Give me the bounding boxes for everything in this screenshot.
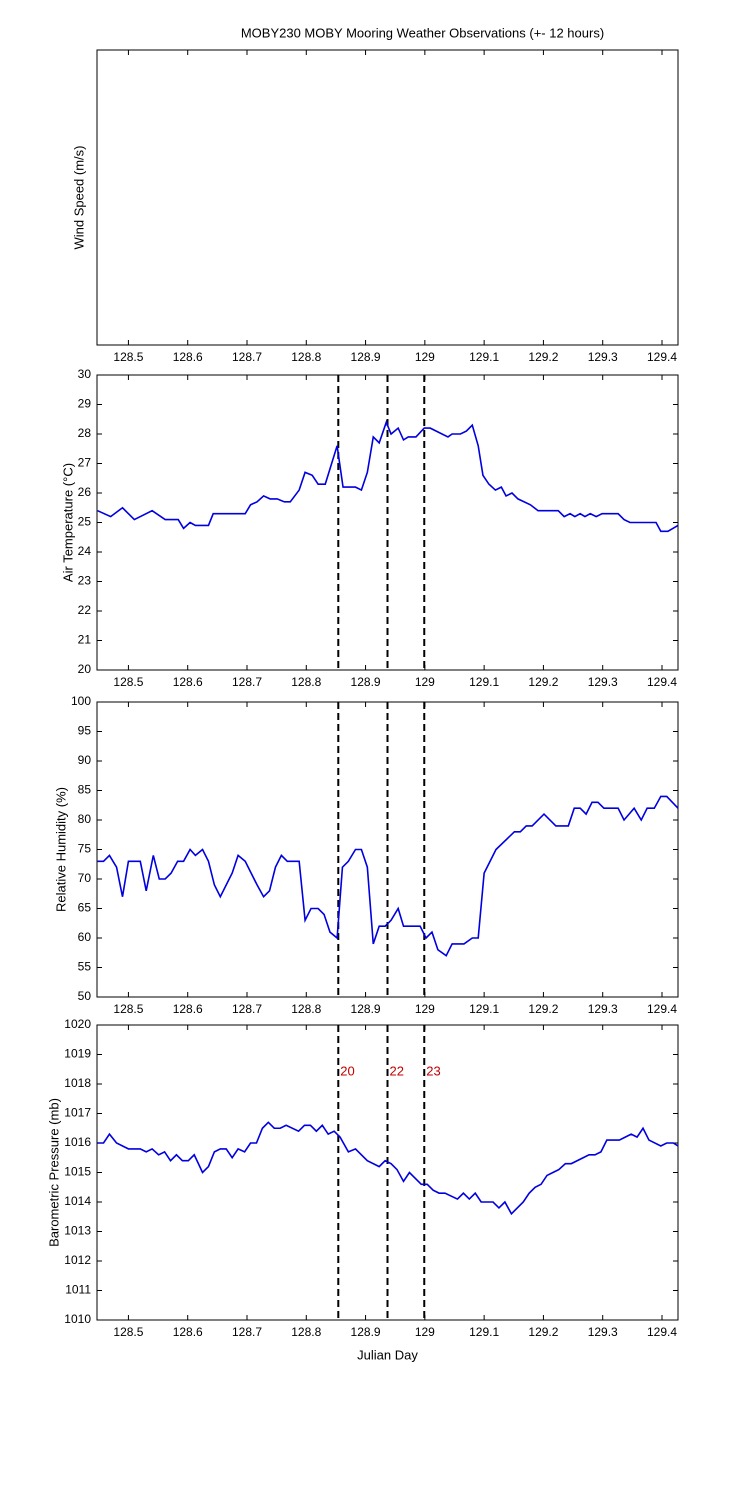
plot-frame	[96, 49, 679, 346]
y-tick-label: 80	[78, 812, 92, 826]
x-tick-label: 129	[415, 1002, 435, 1016]
x-tick-label: 129.2	[528, 675, 558, 689]
y-tick-label: 1010	[64, 1312, 91, 1326]
x-tick-label: 129.3	[588, 675, 618, 689]
x-tick-label: 129.1	[469, 1002, 499, 1016]
y-tick-label: 1017	[64, 1106, 91, 1120]
x-tick-label: 128.5	[113, 1002, 143, 1016]
x-tick-label: 128.5	[113, 675, 143, 689]
y-axis-label: Wind Speed (m/s)	[71, 145, 86, 249]
x-tick-label: 128.5	[113, 1325, 143, 1339]
x-tick-label: 128.7	[232, 350, 262, 364]
x-tick-label: 129.3	[588, 1325, 618, 1339]
y-tick-label: 1019	[64, 1047, 91, 1061]
x-tick-label: 128.6	[173, 350, 203, 364]
x-tick-label: 128.9	[351, 350, 381, 364]
data-line	[97, 795, 679, 957]
y-tick-label: 65	[78, 901, 92, 915]
y-axis-label: Barometric Pressure (mb)	[46, 1098, 61, 1247]
y-tick-label: 85	[78, 783, 92, 797]
x-tick-label: 129.3	[588, 1002, 618, 1016]
y-tick-label: 28	[78, 426, 92, 440]
x-tick-label: 128.9	[351, 1002, 381, 1016]
y-axis-label: Air Temperature (°C)	[60, 463, 75, 582]
x-tick-label: 128.7	[232, 1002, 262, 1016]
x-tick-label: 129	[415, 1325, 435, 1339]
x-tick-label: 129.4	[647, 1002, 677, 1016]
y-tick-label: 25	[78, 515, 92, 529]
y-tick-label: 26	[78, 485, 92, 499]
y-tick-label: 1011	[65, 1283, 91, 1297]
event-label: 20	[340, 1064, 354, 1079]
y-tick-label: 24	[78, 544, 92, 558]
x-axis-label: Julian Day	[357, 1347, 418, 1362]
y-tick-label: 27	[78, 456, 92, 470]
x-tick-label: 129.2	[528, 350, 558, 364]
y-tick-label: 75	[78, 842, 92, 856]
x-tick-label: 129.1	[469, 1325, 499, 1339]
x-tick-label: 128.6	[173, 1002, 203, 1016]
y-axis-label: Relative Humidity (%)	[53, 787, 68, 912]
y-tick-label: 55	[78, 960, 92, 974]
y-tick-label: 30	[78, 367, 92, 381]
x-tick-label: 128.9	[351, 675, 381, 689]
y-tick-label: 1013	[64, 1224, 91, 1238]
y-tick-label: 23	[78, 574, 92, 588]
x-tick-label: 129	[415, 350, 435, 364]
y-tick-label: 1018	[64, 1076, 91, 1090]
x-tick-label: 128.8	[291, 675, 321, 689]
y-tick-label: 95	[78, 724, 92, 738]
x-tick-label: 129.2	[528, 1002, 558, 1016]
x-tick-label: 128.7	[232, 1325, 262, 1339]
x-tick-label: 129.3	[588, 350, 618, 364]
x-tick-label: 129.4	[647, 350, 677, 364]
data-line	[97, 1121, 679, 1216]
y-tick-label: 100	[71, 694, 91, 708]
x-tick-label: 129.1	[469, 675, 499, 689]
x-tick-label: 128.7	[232, 675, 262, 689]
y-tick-label: 21	[78, 633, 92, 647]
chart-title: MOBY230 MOBY Mooring Weather Observation…	[241, 25, 604, 40]
x-tick-label: 129.1	[469, 350, 499, 364]
x-tick-label: 129.2	[528, 1325, 558, 1339]
x-tick-label: 129.4	[647, 675, 677, 689]
y-tick-label: 50	[78, 989, 92, 1003]
x-tick-label: 128.5	[113, 350, 143, 364]
x-tick-label: 128.8	[291, 1002, 321, 1016]
event-label: 23	[426, 1064, 440, 1079]
y-tick-label: 20	[78, 662, 92, 676]
y-tick-label: 1012	[64, 1253, 91, 1267]
y-tick-label: 22	[78, 603, 92, 617]
x-tick-label: 128.8	[291, 1325, 321, 1339]
y-tick-label: 60	[78, 930, 92, 944]
data-line	[97, 419, 679, 533]
event-label: 22	[390, 1064, 404, 1079]
x-tick-label: 128.8	[291, 350, 321, 364]
y-tick-label: 70	[78, 871, 92, 885]
x-tick-label: 129.4	[647, 1325, 677, 1339]
y-tick-label: 1016	[64, 1135, 91, 1149]
y-tick-label: 90	[78, 753, 92, 767]
x-tick-label: 129	[415, 675, 435, 689]
x-tick-label: 128.6	[173, 675, 203, 689]
x-tick-label: 128.9	[351, 1325, 381, 1339]
y-tick-label: 1020	[64, 1017, 91, 1031]
y-tick-label: 29	[78, 397, 92, 411]
x-tick-label: 128.6	[173, 1325, 203, 1339]
y-tick-label: 1015	[64, 1165, 91, 1179]
y-tick-label: 1014	[64, 1194, 91, 1208]
